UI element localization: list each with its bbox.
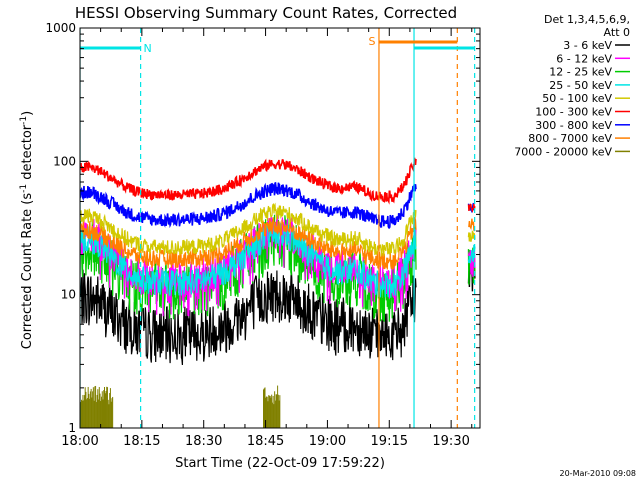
legend-label: 50 - 100 keV	[542, 92, 612, 105]
series-line-tail	[467, 230, 476, 242]
legend-label: 3 - 6 keV	[563, 39, 612, 52]
legend-label: 25 - 50 keV	[549, 79, 612, 92]
series-line-tail	[467, 244, 476, 264]
legend-header-detectors: Det 1,3,4,5,6,9,	[544, 13, 630, 26]
y-axis-label-main: Corrected Count Rate (s	[20, 193, 35, 350]
x-axis-label: Start Time (22-Oct-09 17:59:22)	[175, 456, 385, 471]
legend-header-attenuator: Att 0	[604, 26, 630, 39]
y-tick-label: 100	[53, 154, 76, 168]
legend-label: 6 - 12 keV	[556, 52, 612, 65]
x-tick-label: 19:15	[371, 434, 408, 449]
x-tick-label: 19:30	[432, 434, 469, 449]
x-tick-label: 19:00	[309, 434, 346, 449]
y-tick-label: 1000	[45, 21, 76, 35]
chart-title: HESSI Observing Summary Count Rates, Cor…	[75, 4, 457, 22]
series-line-tail	[467, 203, 476, 213]
legend-label: 12 - 25 keV	[549, 66, 612, 79]
annotation-label: N	[144, 42, 152, 55]
plot-frame	[79, 27, 481, 429]
x-tick-label: 18:00	[61, 434, 98, 449]
annotation-label: S	[368, 35, 375, 48]
series-line	[80, 212, 417, 317]
y-axis-label-end: )	[20, 111, 35, 116]
series-line	[80, 268, 417, 366]
series-line	[80, 181, 417, 229]
legend-label: 300 - 800 keV	[535, 119, 612, 132]
plot-area	[80, 28, 476, 428]
legend-label: 100 - 300 keV	[535, 106, 612, 119]
y-tick-label: 10	[61, 288, 76, 302]
series-line-tail	[467, 218, 476, 232]
legend-label: 7000 - 20000 keV	[514, 145, 612, 158]
y-axis-label-mid: detector	[20, 124, 35, 184]
legend-label: 800 - 7000 keV	[528, 132, 612, 145]
y-axis-label: Corrected Count Rate (s-1 detector-1)	[19, 111, 35, 349]
series-line	[80, 216, 417, 270]
x-tick-label: 18:30	[185, 434, 222, 449]
series-line	[80, 157, 417, 205]
footer-timestamp: 20-Mar-2010 09:08	[560, 469, 637, 478]
axes: N S 18:00 18:15 18:30 18:45 19:00 19:15 19:30 1 10…	[45, 21, 480, 449]
y-axis-label-sup1: -1	[19, 184, 29, 193]
y-axis-label-sup2: -1	[19, 116, 29, 125]
series-line	[80, 202, 417, 257]
y-tick-label: 1	[68, 421, 76, 435]
x-tick-label: 18:45	[247, 434, 284, 449]
x-tick-label: 18:15	[123, 434, 160, 449]
series-line	[80, 221, 417, 298]
